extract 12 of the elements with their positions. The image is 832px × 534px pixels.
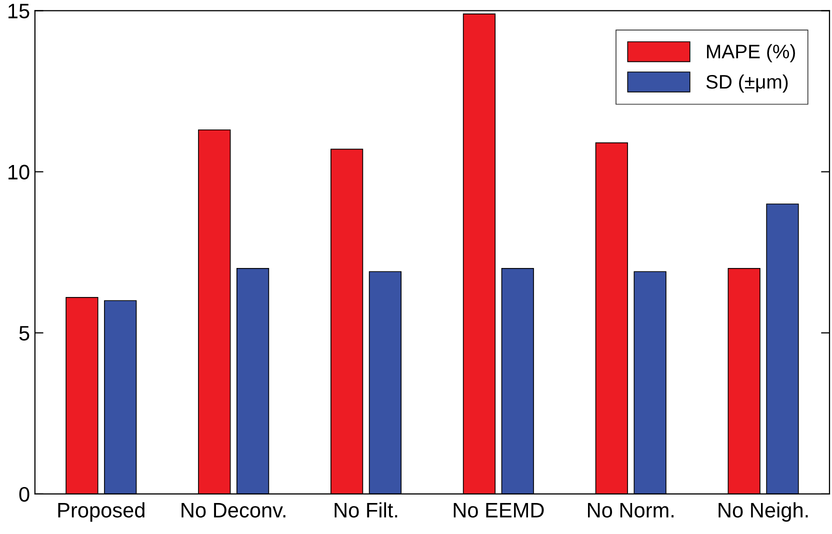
- x-tick-label: No EEMD: [454, 503, 544, 518]
- x-tick-label: No Norm.: [588, 503, 674, 518]
- y-tick-label: 10: [8, 164, 30, 180]
- x-tick-label: No Filt.: [334, 502, 398, 518]
- y-tick-label: 0: [19, 486, 30, 502]
- x-tick-label: No Deconv.: [182, 503, 286, 518]
- x-tick-label: No Neigh.: [718, 502, 808, 522]
- y-tick-label: 15: [8, 4, 30, 18]
- y-tick-label: 5: [19, 326, 30, 341]
- legend-label: MAPE (%): [707, 44, 795, 62]
- x-tick-label: Proposed: [58, 502, 144, 522]
- legend-label: SD (±μm): [706, 74, 788, 93]
